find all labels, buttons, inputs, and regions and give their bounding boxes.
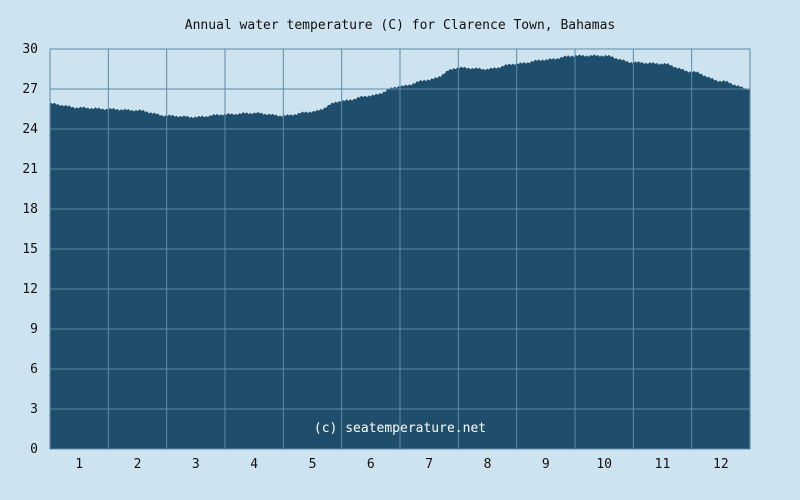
x-tick-label: 2 <box>134 457 142 472</box>
y-tick-label: 15 <box>22 242 38 257</box>
y-tick-label: 18 <box>22 202 38 217</box>
x-tick-label: 7 <box>425 457 433 472</box>
y-tick-label: 6 <box>30 362 38 377</box>
x-tick-label: 5 <box>309 457 317 472</box>
grid-layer <box>49 48 751 450</box>
y-tick-label: 24 <box>22 122 38 137</box>
x-tick-label: 6 <box>367 457 375 472</box>
y-tick-label: 0 <box>30 442 38 457</box>
credit-annotation: (c) seatemperature.net <box>314 421 486 436</box>
y-axis-ticks: 0 3 6 9 12 15 18 21 24 27 30 <box>22 42 38 457</box>
chart-title: Annual water temperature (C) for Clarenc… <box>184 18 616 33</box>
y-tick-label: 30 <box>22 42 38 57</box>
x-tick-label: 12 <box>713 457 729 472</box>
x-tick-label: 8 <box>484 457 492 472</box>
x-tick-label: 3 <box>192 457 200 472</box>
x-tick-label: 4 <box>250 457 258 472</box>
x-tick-label: 10 <box>596 457 612 472</box>
x-tick-label: 9 <box>542 457 550 472</box>
plot-frame <box>49 48 751 450</box>
y-tick-label: 21 <box>22 162 38 177</box>
x-tick-label: 11 <box>655 457 671 472</box>
y-tick-label: 9 <box>30 322 38 337</box>
x-tick-label: 1 <box>75 457 83 472</box>
y-tick-label: 12 <box>22 282 38 297</box>
y-tick-label: 3 <box>30 402 38 417</box>
y-tick-label: 27 <box>22 82 38 97</box>
x-axis-ticks: 1 2 3 4 5 6 7 8 9 10 11 12 <box>75 457 728 472</box>
